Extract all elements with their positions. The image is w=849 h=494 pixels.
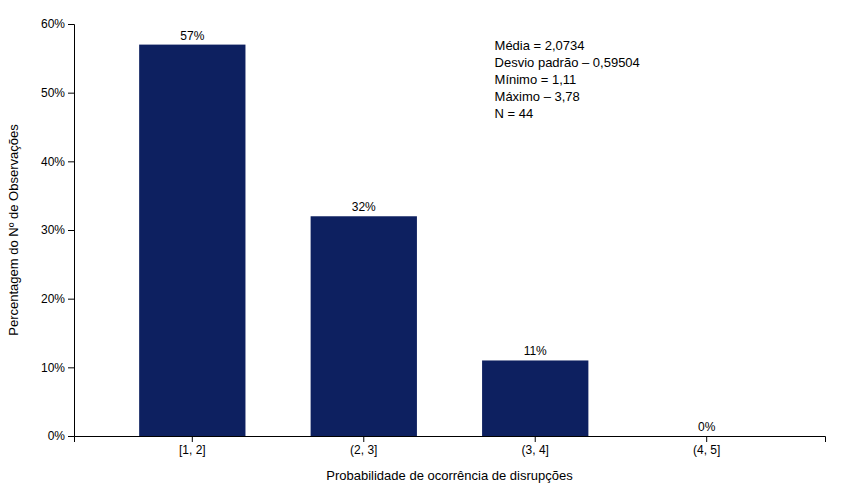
- tick: 20%: [41, 292, 74, 306]
- annotation-line: Desvio padrão – 0,59504: [495, 55, 640, 70]
- tick-label: 30%: [41, 223, 65, 237]
- chart: 0% 10% 20% 30% 40% 50% 60% [1, 2] (2, 3] (3, 4] (4…: [0, 0, 849, 494]
- tick: 10%: [41, 361, 74, 375]
- bar: [482, 360, 588, 436]
- y-axis-title: Percentagem do Nº de Observações: [6, 124, 21, 336]
- tick-mark: [192, 436, 193, 442]
- data-label: 0%: [698, 420, 716, 434]
- tick: [1, 2]: [179, 436, 206, 457]
- plot-area: 0% 10% 20% 30% 40% 50% 60% [1, 2] (2, 3] (3, 4] (4…: [41, 17, 826, 456]
- tick-label: (3, 4]: [522, 443, 549, 457]
- tick-label: 20%: [41, 292, 65, 306]
- tick: (4, 5]: [693, 436, 720, 457]
- data-labels: 57% 32% 11% 0%: [180, 29, 715, 434]
- tick-label: 0%: [48, 429, 66, 443]
- tick-mark: [68, 93, 74, 94]
- tick-label: (2, 3]: [350, 443, 377, 457]
- tick: 30%: [41, 223, 74, 237]
- tick-label: 10%: [41, 361, 65, 375]
- bar: [654, 436, 760, 437]
- tick-label: 40%: [41, 155, 65, 169]
- tick-mark: [535, 436, 536, 442]
- bar: [139, 45, 245, 436]
- tick-label: [1, 2]: [179, 443, 206, 457]
- tick-mark: [68, 299, 74, 300]
- tick-label: 50%: [41, 86, 65, 100]
- tick-mark: [68, 24, 74, 25]
- data-label: 57%: [180, 29, 204, 43]
- annotation-line: Máximo – 3,78: [495, 89, 580, 104]
- x-axis-title: Probabilidade de ocorrência de disrupçõe…: [326, 468, 573, 483]
- tick: 0%: [48, 429, 74, 443]
- tick-label: 60%: [41, 17, 65, 31]
- tick-mark: [363, 436, 364, 442]
- annotation: Média = 2,0734 Desvio padrão – 0,59504 Mín…: [495, 38, 640, 121]
- tick-label: (4, 5]: [693, 443, 720, 457]
- tick-mark: [68, 230, 74, 231]
- x-axis: [1, 2] (2, 3] (3, 4] (4, 5]: [75, 436, 826, 457]
- tick: (2, 3]: [350, 436, 377, 457]
- annotation-line: Mínimo = 1,11: [495, 72, 577, 87]
- data-label: 11%: [524, 344, 547, 358]
- tick-mark: [68, 367, 74, 368]
- bar: [311, 216, 417, 436]
- tick: 60%: [41, 17, 74, 31]
- tick-mark: [68, 436, 74, 437]
- annotation-line: Média = 2,0734: [495, 38, 585, 53]
- annotation-line: N = 44: [495, 106, 534, 121]
- tick: 50%: [41, 86, 74, 100]
- tick: (3, 4]: [522, 436, 549, 457]
- tick-mark: [68, 161, 74, 162]
- bars: [139, 45, 588, 436]
- tick: 40%: [41, 155, 74, 169]
- tick-mark: [706, 436, 707, 442]
- axis-line: [75, 437, 826, 443]
- data-label: 32%: [352, 200, 376, 214]
- axis-line: [68, 25, 75, 437]
- y-axis: 0% 10% 20% 30% 40% 50% 60%: [41, 17, 75, 443]
